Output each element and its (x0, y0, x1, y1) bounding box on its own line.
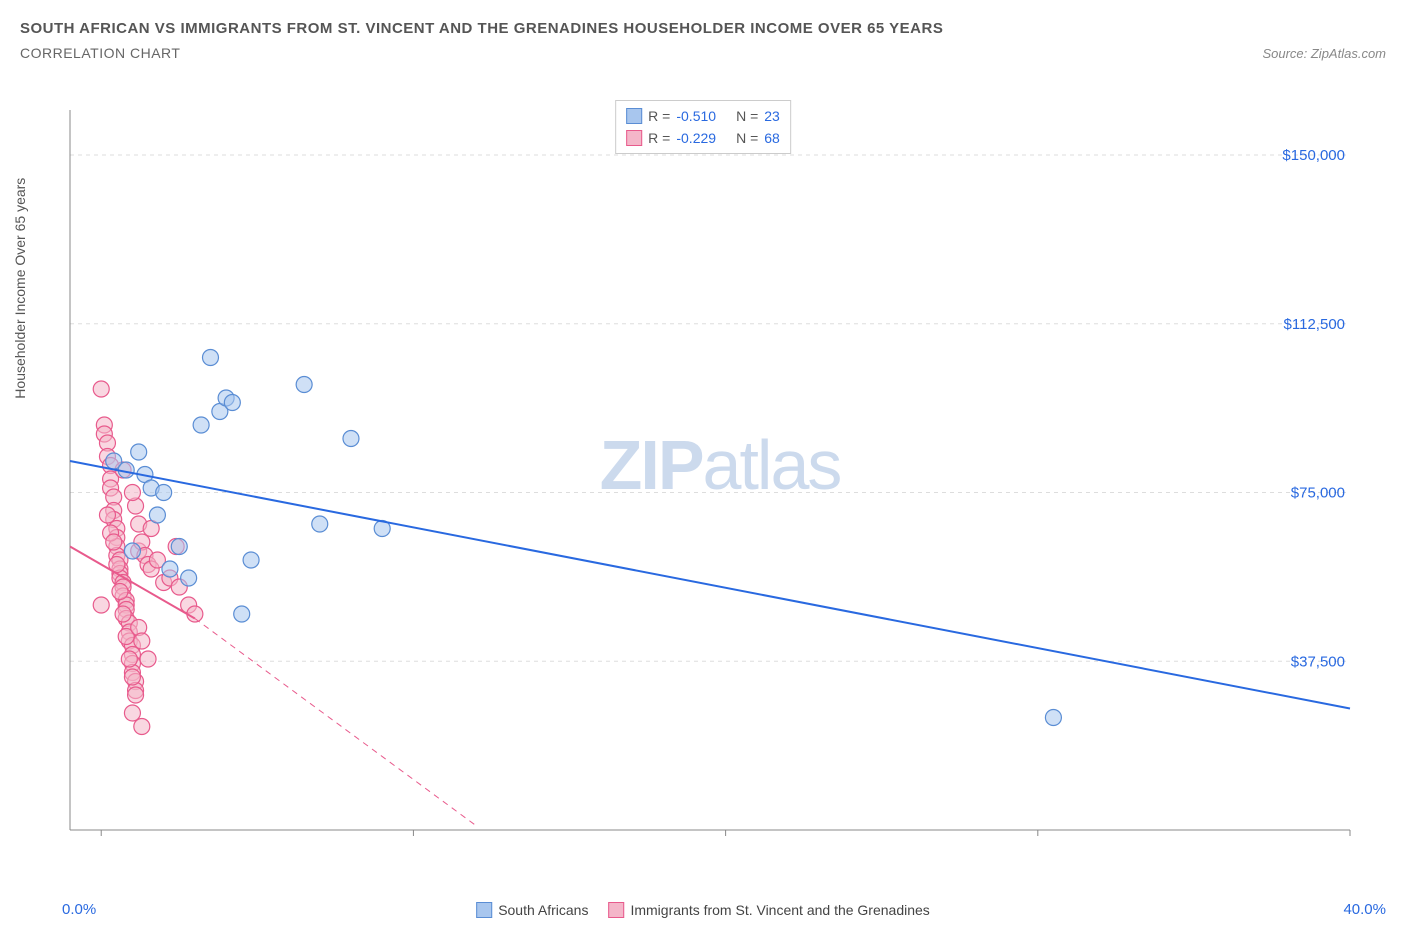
x-axis-min-label: 0.0% (62, 901, 96, 918)
svg-text:$150,000: $150,000 (1282, 147, 1345, 164)
n-label: N = (736, 105, 758, 127)
legend-item: South Africans (476, 902, 588, 918)
r-value: -0.510 (676, 105, 716, 127)
subtitle-row: CORRELATION CHART Source: ZipAtlas.com (20, 45, 1386, 61)
n-value: 23 (764, 105, 780, 127)
legend-label: South Africans (498, 902, 588, 918)
y-axis-label: Householder Income Over 65 years (12, 178, 28, 399)
svg-text:$112,500: $112,500 (1284, 316, 1345, 333)
series-legend: South Africans Immigrants from St. Vince… (476, 902, 930, 918)
legend-item: Immigrants from St. Vincent and the Gren… (608, 902, 929, 918)
chart-title: SOUTH AFRICAN VS IMMIGRANTS FROM ST. VIN… (20, 20, 1386, 37)
chart-subtitle: CORRELATION CHART (20, 45, 180, 61)
svg-text:$37,500: $37,500 (1291, 653, 1345, 670)
legend-swatch-icon (608, 902, 624, 918)
r-label: R = (648, 127, 670, 149)
x-axis-max-label: 40.0% (1343, 901, 1386, 918)
legend-row: R = -0.229 N = 68 (626, 127, 780, 149)
svg-text:$75,000: $75,000 (1291, 485, 1345, 502)
legend-swatch-icon (626, 108, 642, 124)
n-label: N = (736, 127, 758, 149)
legend-swatch-icon (476, 902, 492, 918)
scatter-chart: $37,500$75,000$112,500$150,000 ZIPatlas (60, 100, 1380, 860)
source-attribution: Source: ZipAtlas.com (1262, 46, 1386, 61)
chart-header: SOUTH AFRICAN VS IMMIGRANTS FROM ST. VIN… (0, 0, 1406, 71)
legend-label: Immigrants from St. Vincent and the Gren… (630, 902, 929, 918)
legend-swatch-icon (626, 130, 642, 146)
r-value: -0.229 (676, 127, 716, 149)
r-label: R = (648, 105, 670, 127)
chart-canvas: $37,500 $75,000 $112,500 $150,000 (60, 100, 1380, 860)
n-value: 68 (764, 127, 780, 149)
legend-row: R = -0.510 N = 23 (626, 105, 780, 127)
correlation-legend: R = -0.510 N = 23 R = -0.229 N = 68 (615, 100, 791, 154)
